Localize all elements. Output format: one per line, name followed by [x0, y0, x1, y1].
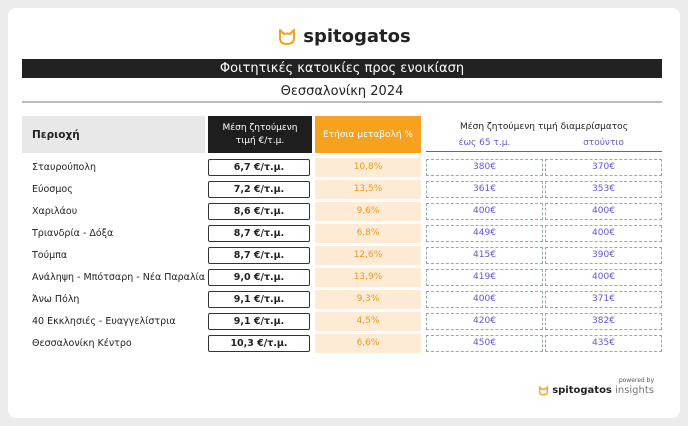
price-studio: 370€: [545, 158, 662, 176]
header-change: Ετήσια μεταβολή %: [315, 116, 421, 153]
footer-logo: spitogatos insights: [520, 385, 654, 396]
price: 6,7 €/τ.μ.: [208, 158, 310, 176]
header-price: Μέση ζητούμενη τιμή €/τ.μ.: [208, 116, 312, 153]
area-name: Εύοσμος: [32, 183, 73, 195]
header-underline: [426, 151, 662, 152]
price: 9,1 €/τ.μ.: [208, 290, 310, 308]
subtitle: Θεσσαλονίκη 2024: [280, 83, 404, 99]
price: 7,2 €/τ.μ.: [208, 180, 310, 198]
area-name: Σταυρούπολη: [32, 161, 96, 173]
price-studio: 353€: [545, 180, 662, 198]
price: 8,6 €/τ.μ.: [208, 202, 310, 220]
change: 6,6%: [315, 333, 421, 353]
area-name: Τριανδρία - Δόξα: [32, 227, 114, 239]
price: 9,1 €/τ.μ.: [208, 312, 310, 330]
header-small: έως 65 τ.μ.: [458, 138, 511, 148]
cat-icon: [279, 28, 296, 45]
price-studio: 400€: [545, 224, 662, 242]
price-small: 449€: [426, 224, 543, 242]
price-small: 419€: [426, 268, 543, 286]
change: 6,8%: [315, 223, 421, 243]
price-studio: 400€: [545, 268, 662, 286]
price-studio: 382€: [545, 312, 662, 330]
price: 8,7 €/τ.μ.: [208, 246, 310, 264]
price-small: 400€: [426, 202, 543, 220]
brand-name: spitogatos: [303, 26, 411, 47]
price-small: 380€: [426, 158, 543, 176]
price: 9,0 €/τ.μ.: [208, 268, 310, 286]
area-name: Άνω Πόλη: [32, 293, 80, 305]
area-name: Θεσσαλονίκη Κέντρο: [32, 337, 132, 349]
area-name: Χαριλάου: [32, 205, 78, 217]
price-small: 400€: [426, 290, 543, 308]
price: 10,3 €/τ.μ.: [208, 334, 310, 352]
price: 8,7 €/τ.μ.: [208, 224, 310, 242]
price-studio: 400€: [545, 202, 662, 220]
change: 13,9%: [315, 267, 421, 287]
powered-by: powered by: [618, 377, 654, 384]
area-name: Ανάληψη - Μπότσαρη - Νέα Παραλία: [32, 271, 206, 283]
price-small: 361€: [426, 180, 543, 198]
change: 10,8%: [315, 157, 421, 177]
footer-brand: spitogatos: [552, 385, 612, 396]
header-area: Περιοχή: [22, 116, 205, 153]
header-studio: στούντιο: [583, 138, 624, 148]
change: 13,5%: [315, 179, 421, 199]
price-small: 415€: [426, 246, 543, 264]
title: Φοιτητικές κατοικίες προς ενοικίαση: [219, 61, 465, 76]
change: 12,6%: [315, 245, 421, 265]
change: 4,5%: [315, 311, 421, 331]
price-studio: 390€: [545, 246, 662, 264]
title-bar: Φοιτητικές κατοικίες προς ενοικίαση: [22, 59, 662, 78]
change: 9,3%: [315, 289, 421, 309]
divider: [22, 101, 662, 103]
footer-suffix: insights: [615, 385, 654, 396]
header-group: Μέση ζητούμενη τιμή διαμερίσματος: [460, 122, 628, 132]
cat-icon-small: [539, 385, 549, 396]
area-name: 40 Εκκλησιές - Ευαγγελίστρια: [32, 315, 176, 327]
price-studio: 435€: [545, 334, 662, 352]
area-name: Τούμπα: [32, 249, 68, 261]
price-small: 420€: [426, 312, 543, 330]
change: 9,6%: [315, 201, 421, 221]
price-studio: 371€: [545, 290, 662, 308]
price-small: 450€: [426, 334, 543, 352]
logo: spitogatos: [0, 26, 688, 47]
